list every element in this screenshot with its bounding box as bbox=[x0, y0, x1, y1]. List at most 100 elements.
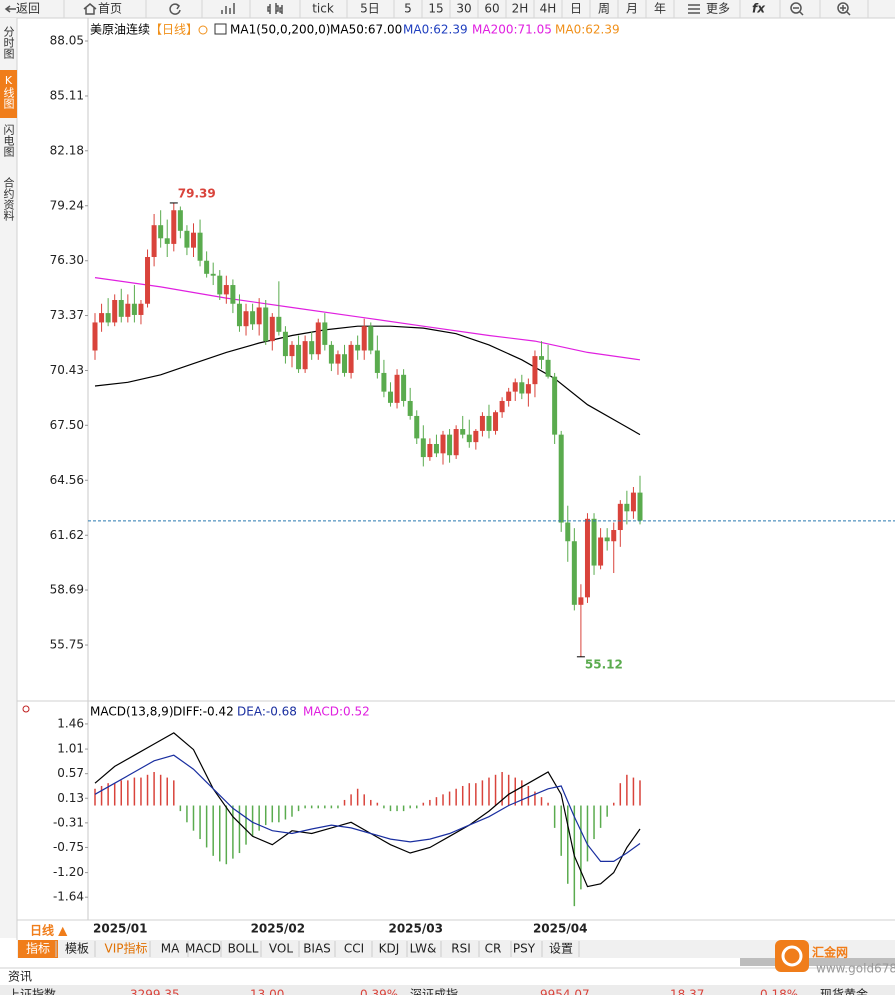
tab[interactable]: BIAS bbox=[303, 942, 331, 956]
y-tick-label: 88.05 bbox=[50, 34, 84, 48]
ticker-item: 9954.07 bbox=[540, 988, 590, 995]
candle-body bbox=[256, 307, 262, 325]
candle-body bbox=[427, 443, 433, 458]
tab[interactable]: KDJ bbox=[379, 942, 400, 956]
candle-body bbox=[309, 341, 315, 355]
toolbar-separators bbox=[63, 0, 869, 18]
tab[interactable]: 设置 bbox=[549, 942, 573, 956]
logo-name: 汇金网 bbox=[812, 945, 848, 960]
x-tick-label: 2025/03 bbox=[388, 922, 442, 936]
candle-body bbox=[328, 344, 334, 364]
low-label: 55.12 bbox=[585, 657, 623, 671]
symbol: 美原油连续 bbox=[90, 22, 150, 37]
candle-body bbox=[151, 225, 157, 257]
tab[interactable]: VOL bbox=[269, 942, 293, 956]
sidebar-tab[interactable]: K线图 bbox=[2, 74, 15, 110]
toolbar-button[interactable]: 年 bbox=[654, 2, 666, 16]
period: 【日线】 bbox=[150, 23, 198, 37]
tab[interactable]: MACD bbox=[185, 942, 221, 956]
news-tab[interactable]: 资讯 bbox=[8, 970, 32, 984]
ticker-item: 现货黄金 bbox=[820, 987, 868, 995]
toolbar-button[interactable]: 日 bbox=[570, 2, 582, 16]
candle-body bbox=[118, 300, 124, 317]
candle-body bbox=[565, 522, 571, 542]
y-tick-label: -0.75 bbox=[53, 840, 84, 854]
tab[interactable]: LW& bbox=[410, 942, 437, 956]
candle-body bbox=[407, 400, 413, 416]
tab[interactable]: MA bbox=[161, 942, 180, 956]
toolbar-button[interactable]: 更多 bbox=[706, 2, 730, 16]
y-tick-label: 1.01 bbox=[57, 742, 84, 756]
y-tick-label: 70.43 bbox=[50, 363, 84, 377]
tab[interactable]: PSY bbox=[513, 942, 536, 956]
candle-body bbox=[532, 356, 538, 385]
candle-body bbox=[630, 492, 636, 512]
tab[interactable]: 指标 bbox=[26, 941, 50, 956]
y-tick-label: 0.57 bbox=[57, 766, 84, 780]
y-tick-label: 58.69 bbox=[50, 583, 84, 597]
macd-icon[interactable] bbox=[22, 705, 30, 713]
toolbar-button[interactable]: 5 bbox=[404, 2, 412, 16]
tab[interactable]: 模板 bbox=[65, 942, 89, 956]
toolbar-button[interactable]: tick bbox=[312, 2, 334, 16]
candle-body bbox=[374, 350, 380, 373]
settings-icon[interactable] bbox=[198, 25, 208, 35]
tab[interactable]: VIP指标 bbox=[105, 941, 148, 956]
toolbar-icons bbox=[4, 2, 851, 16]
toolbar-button[interactable]: 60 bbox=[484, 2, 499, 16]
ticker-item: 深证成指 bbox=[410, 987, 458, 995]
tab[interactable]: CCI bbox=[344, 942, 364, 956]
y-tick-label: 0.13 bbox=[57, 791, 84, 805]
toolbar-button[interactable]: 5日 bbox=[360, 2, 380, 16]
candle-body bbox=[112, 300, 118, 323]
candle-body bbox=[315, 322, 321, 355]
sidebar-tab[interactable]: 分时图 bbox=[2, 26, 15, 60]
candle-body bbox=[460, 429, 466, 435]
sidebar-tab[interactable]: 合约资料 bbox=[2, 176, 15, 222]
candle-body bbox=[611, 530, 617, 542]
home-icon[interactable] bbox=[83, 3, 97, 15]
candle-body bbox=[243, 311, 249, 327]
candle-body bbox=[210, 273, 216, 276]
tab[interactable]: CR bbox=[485, 942, 502, 956]
period-label[interactable]: 日线 ▲ bbox=[30, 923, 68, 938]
toolbar-button[interactable]: 首页 bbox=[98, 2, 122, 16]
bars-icon[interactable] bbox=[221, 3, 235, 14]
toolbar-button[interactable]: 4H bbox=[540, 2, 557, 16]
candle-body bbox=[125, 303, 131, 317]
y-tick-label: -0.31 bbox=[53, 815, 84, 829]
candle-body bbox=[486, 415, 492, 431]
y-tick-label: 64.56 bbox=[50, 473, 84, 487]
y-tick-label: 67.50 bbox=[50, 418, 84, 432]
back-icon[interactable] bbox=[4, 5, 16, 13]
candle-body bbox=[197, 232, 203, 261]
tab[interactable]: RSI bbox=[451, 942, 471, 956]
y-tick-label: -1.20 bbox=[53, 865, 84, 879]
candle-body bbox=[322, 322, 328, 345]
candle-body bbox=[171, 210, 177, 244]
zoom-in-icon[interactable] bbox=[837, 2, 849, 14]
toolbar-button[interactable]: 返回 bbox=[16, 2, 40, 16]
candle-body bbox=[131, 303, 137, 315]
toolbar-button[interactable]: 2H bbox=[512, 2, 529, 16]
fx-icon[interactable]: fx bbox=[752, 2, 766, 16]
candle-body bbox=[282, 331, 288, 357]
toolbar-button[interactable]: 30 bbox=[456, 2, 471, 16]
candle-body bbox=[466, 434, 472, 443]
toolbar bbox=[0, 0, 895, 18]
logo-url: www.gold678.com bbox=[816, 962, 895, 976]
toolbar-button[interactable]: 月 bbox=[626, 2, 638, 16]
indicator-icon[interactable] bbox=[214, 23, 227, 35]
toolbar-button[interactable]: 15 bbox=[428, 2, 443, 16]
legend-entry: DEA:-0.68 bbox=[237, 705, 297, 719]
candle-body bbox=[368, 326, 374, 351]
menu-icon[interactable] bbox=[688, 4, 700, 14]
zoom-out-icon[interactable] bbox=[790, 2, 802, 14]
refresh-icon[interactable] bbox=[169, 3, 181, 15]
toolbar-button[interactable]: 周 bbox=[598, 2, 610, 16]
tab[interactable]: BOLL bbox=[228, 942, 259, 956]
candle-icon[interactable] bbox=[267, 3, 283, 14]
candle-body bbox=[591, 518, 597, 566]
sidebar-tab[interactable]: 闪电图 bbox=[2, 123, 15, 158]
ticker-bar bbox=[0, 985, 895, 995]
